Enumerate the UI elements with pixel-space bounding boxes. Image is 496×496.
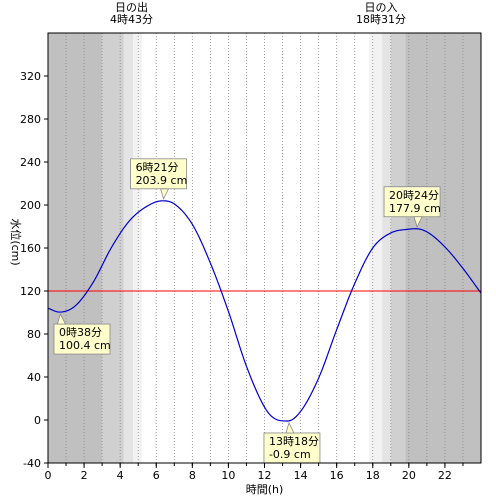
- callout-pointer: [413, 216, 423, 228]
- callout-pointer: [56, 312, 67, 325]
- sunset-label: 日の入 18時31分: [356, 2, 406, 26]
- x-tick-label: 0: [45, 469, 52, 482]
- night-shade-band: [390, 33, 406, 463]
- sunrise-title: 日の出: [115, 1, 148, 14]
- night-shade-band: [369, 33, 383, 463]
- x-tick-label: 20: [402, 469, 416, 482]
- callout-value: 203.9 cm: [136, 174, 188, 187]
- night-shade-band: [123, 33, 134, 463]
- callout-value: -0.9 cm: [269, 448, 311, 461]
- x-tick-label: 4: [117, 469, 124, 482]
- night-shade-band: [133, 33, 142, 463]
- callout-value: 177.9 cm: [389, 202, 441, 215]
- y-tick-label: 280: [20, 113, 41, 126]
- callout-pointer: [160, 188, 170, 200]
- sunrise-label: 日の出 4時43分: [110, 2, 153, 26]
- y-tick-label: 320: [20, 70, 41, 83]
- night-shade-band: [102, 33, 124, 463]
- sunset-title: 日の入: [364, 1, 398, 14]
- x-tick-label: 16: [330, 469, 344, 482]
- x-tick-label: 22: [438, 469, 452, 482]
- tide-curve: [47, 200, 482, 422]
- y-tick-label: 160: [20, 242, 41, 255]
- callout-box: [263, 432, 321, 464]
- x-tick-label: 18: [366, 469, 380, 482]
- x-tick-label: 14: [294, 469, 308, 482]
- callout-value: 100.4 cm: [59, 339, 111, 352]
- night-shade-band: [382, 33, 391, 463]
- x-tick-label: 8: [189, 469, 196, 482]
- callout-time: 20時24分: [389, 189, 439, 202]
- y-tick-label: 40: [27, 371, 41, 384]
- y-tick-label: -40: [23, 457, 41, 470]
- callout-box: [53, 323, 111, 355]
- x-tick-label: 10: [221, 469, 235, 482]
- x-tick-label: 6: [153, 469, 160, 482]
- tide-callout: 13時18分-0.9 cm: [263, 421, 321, 464]
- callout-time: 6時21分: [136, 161, 179, 174]
- callout-time: 13時18分: [269, 435, 319, 448]
- y-tick-label: 240: [20, 156, 41, 169]
- night-shade-band: [48, 33, 103, 463]
- sunset-time: 18時31分: [356, 13, 406, 26]
- y-tick-label: 0: [34, 414, 41, 427]
- callout-time: 0時38分: [59, 326, 102, 339]
- x-tick-label: 12: [258, 469, 272, 482]
- night-shade-band: [405, 33, 481, 463]
- callout-box: [383, 186, 441, 218]
- y-tick-label: 200: [20, 199, 41, 212]
- callout-box: [130, 158, 187, 190]
- y-tick-label: 120: [20, 285, 41, 298]
- x-tick-label: 2: [81, 469, 88, 482]
- callout-pointer: [285, 421, 295, 434]
- sunrise-time: 4時43分: [110, 13, 153, 26]
- y-axis-label: 水位(cm): [9, 218, 23, 265]
- y-tick-label: 80: [27, 328, 41, 341]
- plot-frame: [47, 32, 482, 464]
- x-axis-label: 時間(h): [246, 483, 284, 496]
